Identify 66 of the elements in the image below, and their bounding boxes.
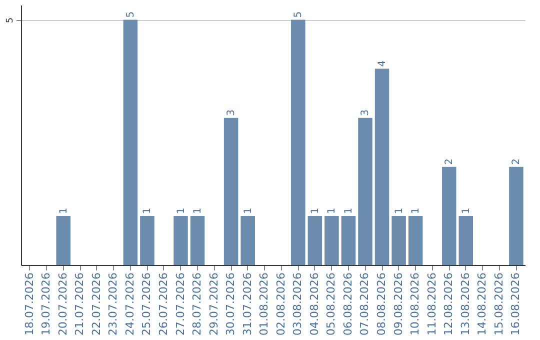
x-tick-label: 18.07.2026 bbox=[22, 272, 36, 336]
data-label: 1 bbox=[310, 208, 321, 214]
x-tick-label: 05.08.2026 bbox=[324, 272, 338, 336]
x-tick-label: 21.07.2026 bbox=[73, 272, 86, 336]
x-tick-label: 16.08.2026 bbox=[509, 272, 522, 336]
x-tick-label: 13.08.2026 bbox=[458, 272, 472, 336]
data-label: 3 bbox=[360, 109, 372, 116]
data-label: 1 bbox=[176, 208, 187, 214]
x-tick-label: 08.08.2026 bbox=[375, 272, 388, 336]
data-label: 1 bbox=[242, 208, 254, 214]
x-tick-label: 26.07.2026 bbox=[156, 272, 170, 336]
bar bbox=[509, 166, 524, 265]
x-tick-label: 23.07.2026 bbox=[106, 272, 120, 336]
data-label: 3 bbox=[226, 109, 238, 116]
data-label: 1 bbox=[326, 208, 338, 214]
x-tick-label: 15.08.2026 bbox=[492, 272, 506, 336]
bar bbox=[291, 20, 306, 265]
bar bbox=[224, 118, 238, 265]
bar bbox=[341, 216, 356, 265]
x-tick-label: 07.08.2026 bbox=[358, 272, 372, 336]
x-tick-label: 10.08.2026 bbox=[408, 272, 422, 336]
x-tick-label: 02.08.2026 bbox=[274, 272, 288, 336]
x-tick-label: 31.07.2026 bbox=[240, 272, 254, 336]
x-tick-label: 12.08.2026 bbox=[442, 272, 456, 336]
data-label: 1 bbox=[460, 208, 472, 214]
data-label: 5 bbox=[293, 11, 304, 18]
x-tick-label: 24.07.2026 bbox=[123, 272, 136, 336]
x-tick-label: 11.08.2026 bbox=[425, 272, 438, 336]
x-tick-label: 27.07.2026 bbox=[174, 272, 187, 336]
bar bbox=[374, 68, 390, 265]
bar bbox=[392, 216, 406, 265]
x-tick-label: 04.08.2026 bbox=[308, 272, 321, 336]
bar bbox=[240, 216, 255, 265]
bar bbox=[56, 216, 70, 265]
data-label: 2 bbox=[511, 158, 522, 165]
bar bbox=[190, 216, 205, 265]
bar bbox=[174, 216, 188, 265]
bar bbox=[442, 166, 456, 265]
data-label: 1 bbox=[192, 208, 204, 214]
x-tick-label: 29.07.2026 bbox=[207, 272, 220, 336]
bar bbox=[123, 20, 138, 265]
data-label: 2 bbox=[444, 158, 456, 165]
bar bbox=[358, 118, 372, 265]
x-tick-label: 25.07.2026 bbox=[140, 272, 154, 336]
data-label: 1 bbox=[142, 208, 154, 214]
data-label: 5 bbox=[125, 11, 136, 18]
x-tick-label: 03.08.2026 bbox=[291, 272, 304, 336]
data-label: 1 bbox=[394, 208, 405, 214]
x-tick-label: 22.07.2026 bbox=[90, 272, 103, 336]
x-tick-label: 06.08.2026 bbox=[341, 272, 354, 336]
x-tick-label: 20.07.2026 bbox=[56, 272, 70, 336]
bar bbox=[458, 216, 474, 265]
x-tick-label: 30.07.2026 bbox=[224, 272, 238, 336]
data-label: 1 bbox=[410, 208, 422, 214]
data-label: 4 bbox=[377, 60, 388, 67]
data-label: 1 bbox=[58, 208, 70, 214]
x-tick-label: 14.08.2026 bbox=[476, 272, 489, 336]
bar bbox=[408, 216, 423, 265]
x-tick-label: 28.07.2026 bbox=[190, 272, 204, 336]
bar bbox=[324, 216, 339, 265]
bar bbox=[140, 216, 154, 265]
data-label: 1 bbox=[343, 208, 354, 214]
bar bbox=[308, 216, 322, 265]
x-tick-label: 19.07.2026 bbox=[40, 272, 53, 336]
x-tick-label: 09.08.2026 bbox=[392, 272, 405, 336]
x-tick-label: 01.08.2026 bbox=[258, 272, 271, 336]
